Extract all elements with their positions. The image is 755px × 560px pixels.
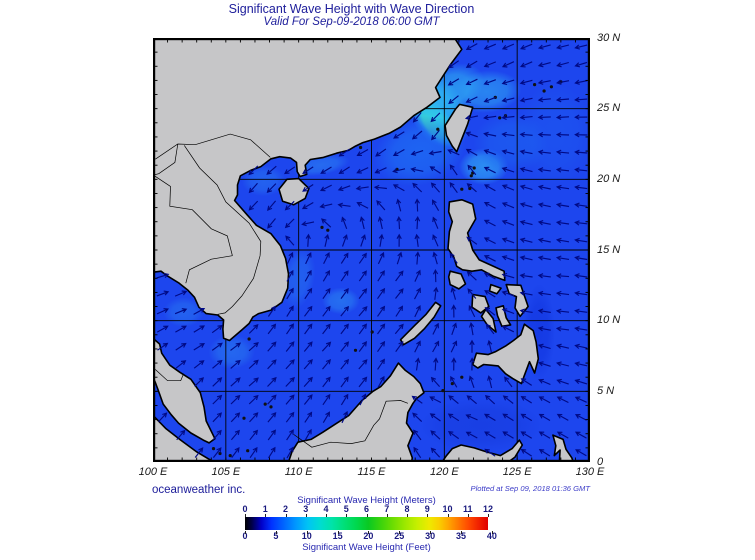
colorbar-tick bbox=[265, 513, 267, 517]
land-taiwan bbox=[444, 103, 474, 153]
figure-title-block: Significant Wave Height with Wave Direct… bbox=[133, 2, 570, 29]
lon-tick-label: 110 E bbox=[284, 466, 313, 478]
land-hainan bbox=[278, 177, 310, 206]
lat-tick-label: 0 bbox=[597, 455, 604, 468]
feet-tick-label: 15 bbox=[332, 531, 343, 541]
lat-tick-label: 15 N bbox=[597, 243, 621, 256]
legend-title-meters: Significant Wave Height (Meters) bbox=[297, 495, 436, 506]
land-borneo bbox=[287, 362, 425, 463]
colorbar-tick bbox=[326, 513, 327, 517]
colorbar-tick bbox=[461, 530, 463, 534]
meters-tick-label: 3 bbox=[303, 504, 309, 514]
meters-tick-label: 10 bbox=[442, 504, 453, 514]
land-negros bbox=[480, 308, 497, 333]
provider-credit: oceanweather inc. bbox=[152, 484, 246, 496]
figure-subtitle: Valid For Sep-09-2018 06:00 GMT bbox=[263, 16, 440, 28]
colorbar-tick bbox=[427, 513, 429, 517]
lon-tick-label: 120 E bbox=[429, 466, 459, 478]
colorbar-tick bbox=[346, 513, 348, 517]
feet-tick-label: 25 bbox=[394, 531, 405, 541]
lon-tick-label: 105 E bbox=[211, 466, 241, 478]
colorbar-tick bbox=[447, 513, 449, 517]
wave-direction-arrows bbox=[156, 43, 588, 459]
colorbar-tick bbox=[407, 513, 408, 517]
colorbar-tick bbox=[245, 530, 246, 534]
meters-tick-label: 4 bbox=[323, 504, 329, 514]
colorbar-tick bbox=[305, 513, 307, 517]
lon-tick-label: 100 E bbox=[138, 466, 168, 478]
land-luzon bbox=[447, 199, 506, 282]
colorbar-tick bbox=[386, 513, 388, 517]
colorbar-tick bbox=[467, 513, 469, 517]
colorbar-tick bbox=[275, 530, 277, 534]
colorbar-tick bbox=[399, 530, 401, 534]
colorbar-tick bbox=[245, 513, 246, 517]
colorbar-tick bbox=[368, 530, 370, 534]
colorbar-tick bbox=[488, 513, 489, 517]
land-mainland-asia bbox=[152, 37, 463, 342]
lat-tick-label: 20 N bbox=[597, 172, 621, 185]
feet-tick-label: 35 bbox=[456, 531, 467, 541]
colorbar-tick bbox=[285, 513, 287, 517]
meters-tick-label: 2 bbox=[282, 504, 288, 514]
lon-tick-label: 125 E bbox=[502, 466, 532, 478]
lon-tick-label: 115 E bbox=[357, 466, 386, 478]
meters-tick-label: 0 bbox=[242, 504, 248, 514]
colorbar-tick bbox=[337, 530, 339, 534]
legend-title-feet: Significant Wave Height (Feet) bbox=[302, 542, 431, 553]
meters-tick-label: 5 bbox=[343, 504, 349, 514]
feet-tick-label: 10 bbox=[301, 531, 312, 541]
meters-tick-label: 1 bbox=[262, 504, 268, 514]
feet-tick-label: 20 bbox=[363, 531, 374, 541]
feet-tick-label: 0 bbox=[242, 531, 248, 541]
colorbar-tick bbox=[306, 530, 308, 534]
plotted-timestamp: Plotted at Sep 09, 2018 01:36 GMT bbox=[470, 484, 590, 493]
meters-tick-label: 8 bbox=[404, 504, 410, 514]
figure-title: Significant Wave Height with Wave Direct… bbox=[228, 2, 475, 16]
land-sulawesi-north bbox=[441, 439, 524, 463]
map-canvas bbox=[152, 37, 593, 463]
feet-tick-label: 5 bbox=[273, 531, 279, 541]
lon-tick-label: 130 E bbox=[575, 466, 605, 478]
colorbar-tick bbox=[366, 513, 368, 517]
lat-tick-label: 25 N bbox=[597, 102, 621, 115]
colorbar-tick bbox=[430, 530, 432, 534]
meters-tick-label: 12 bbox=[482, 504, 493, 514]
feet-tick-label: 40 bbox=[486, 531, 497, 541]
lat-tick-label: 30 N bbox=[597, 31, 621, 44]
landmasses bbox=[152, 37, 574, 463]
colorbar-gradient bbox=[245, 517, 488, 530]
wave-map-svg bbox=[152, 37, 593, 463]
meters-tick-label: 11 bbox=[462, 504, 473, 514]
land-palawan bbox=[399, 301, 442, 346]
colorbar-tick bbox=[491, 530, 493, 534]
lat-tick-label: 5 N bbox=[597, 384, 615, 397]
land-mindoro bbox=[447, 270, 467, 290]
land-mindanao bbox=[471, 323, 540, 385]
lat-tick-label: 10 N bbox=[597, 314, 621, 327]
land-cebu-bohol bbox=[495, 305, 512, 328]
meters-tick-label: 9 bbox=[424, 504, 430, 514]
map-frame bbox=[153, 38, 590, 462]
land-masbate bbox=[488, 283, 502, 295]
land-malay-peninsula bbox=[152, 337, 216, 444]
meters-tick-label: 6 bbox=[363, 504, 369, 514]
feet-tick-label: 30 bbox=[425, 531, 436, 541]
meters-tick-label: 7 bbox=[384, 504, 390, 514]
